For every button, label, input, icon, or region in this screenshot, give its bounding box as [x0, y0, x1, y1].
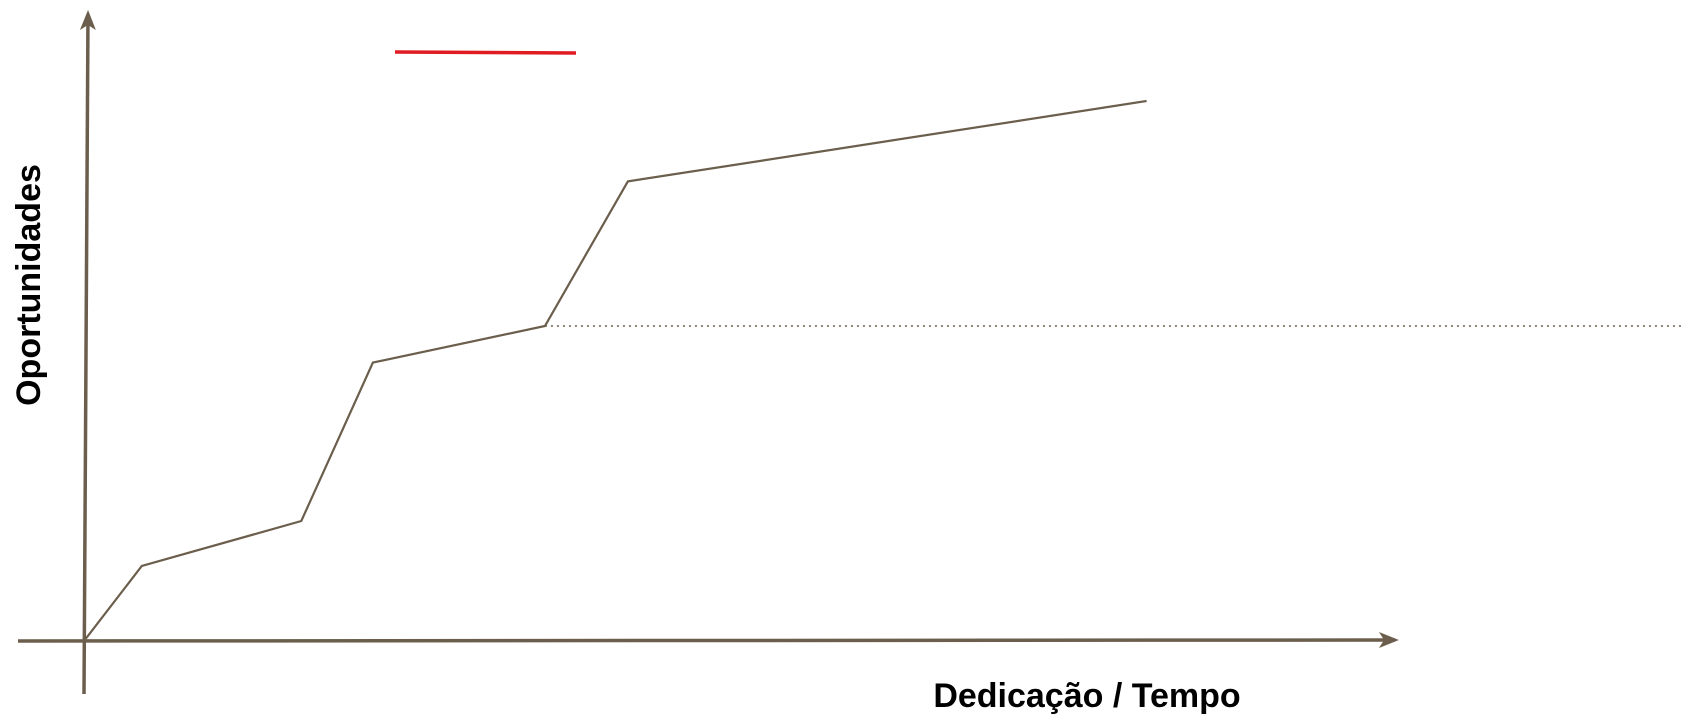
legend-swatch-red-line	[394, 50, 577, 55]
y-axis	[79, 10, 96, 695]
legend-layer	[394, 50, 577, 55]
series-line-0	[83, 99, 1147, 642]
y-axis-label: Oportunidades	[10, 164, 48, 406]
x-axis-label: Dedicação / Tempo	[933, 677, 1240, 715]
series-layer	[83, 99, 1147, 642]
x-axis	[17, 632, 1399, 649]
